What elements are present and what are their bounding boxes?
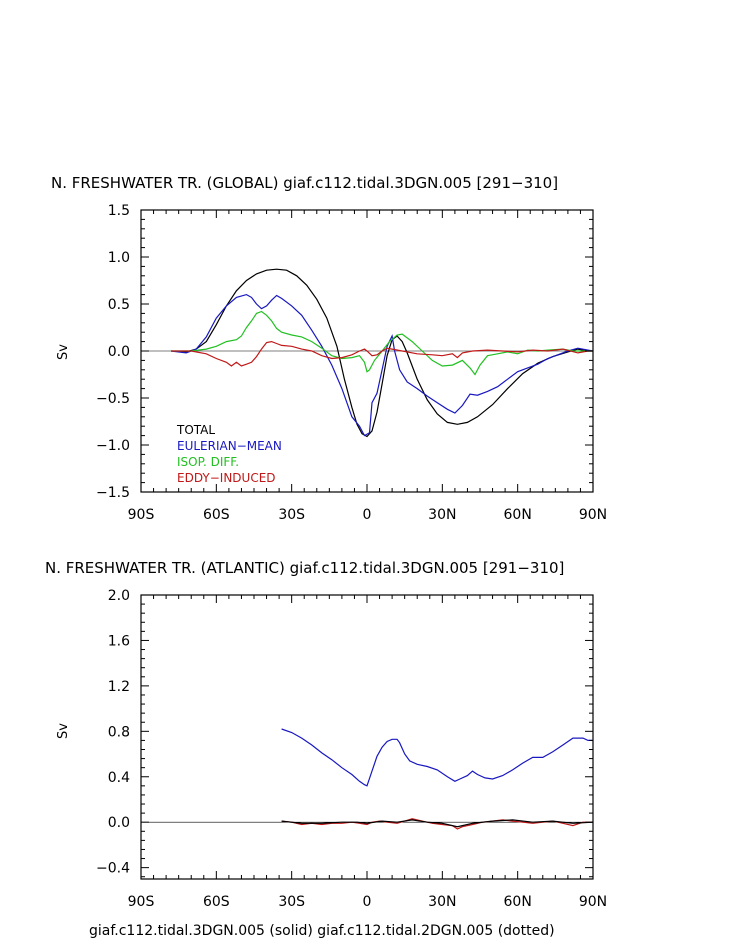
global-isop-diff-line [171,310,593,376]
legend-entry: EULERIAN−MEAN [177,439,282,453]
global-y-tick-label: 0.0 [108,344,130,360]
global-y-tick-label: 1.5 [108,203,130,219]
atlantic-y-tick-label: 0.8 [108,724,130,740]
legend-entry: ISOP. DIFF. [177,455,239,469]
atlantic-y-tick-label: 0.4 [108,770,130,786]
atlantic-x-tick-label: 90S [128,894,155,910]
atlantic-series-1-line [281,818,593,830]
global-x-tick-label: 30S [278,507,305,523]
global-x-tick-label: 60N [504,507,532,523]
atlantic-y-tick-label: 1.6 [108,633,130,649]
atlantic-chart-title: N. FRESHWATER TR. (ATLANTIC) giaf.c112.t… [45,559,564,577]
atlantic-x-tick-label: 30S [278,894,305,910]
global-chart-title: N. FRESHWATER TR. (GLOBAL) giaf.c112.tid… [51,174,558,192]
global-total-line [171,268,593,438]
atlantic-series-0-line [281,728,593,787]
global-y-tick-label: −0.5 [96,391,130,407]
global-y-tick-label: 0.5 [108,297,130,313]
global-y-tick-label: 1.0 [108,250,130,266]
legend-entry: EDDY−INDUCED [177,471,276,485]
atlantic-x-tick-label: 90N [579,894,607,910]
atlantic-x-tick-label: 0 [363,894,372,910]
global-eulerian-mean-line [171,293,594,437]
legend-entry: TOTAL [176,423,215,437]
atlantic-plot-frame [140,594,594,880]
global-eddy-induced-line [171,340,593,367]
global-x-tick-label: 90S [128,507,155,523]
atlantic-y-tick-label: 2.0 [108,588,130,604]
atlantic-y-axis-label: Sv [56,723,71,739]
atlantic-chart: N. FRESHWATER TR. (ATLANTIC) giaf.c112.t… [45,559,607,939]
global-y-tick-label: −1.0 [96,438,130,454]
atlantic-series-2-line [281,819,594,828]
atlantic-y-tick-label: 1.2 [108,679,130,695]
global-x-tick-label: 90N [579,507,607,523]
global-legend: TOTAL EULERIAN−MEAN ISOP. DIFF. EDDY−INDUCE… [176,423,282,485]
atlantic-y-tick-label: 0.0 [108,815,130,831]
atlantic-x-tick-label: 30N [428,894,456,910]
atlantic-x-axis-label: giaf.c112.tidal.3DGN.005 (solid) giaf.c1… [89,923,555,939]
atlantic-x-tick-label: 60N [504,894,532,910]
atlantic-x-tick-label: 60S [203,894,230,910]
global-x-tick-label: 0 [363,507,372,523]
global-chart: N. FRESHWATER TR. (GLOBAL) giaf.c112.tid… [51,174,607,523]
atlantic-y-tick-label: −0.4 [96,861,130,877]
global-y-axis-label: Sv [56,344,71,360]
global-y-tick-label: −1.5 [96,485,130,501]
global-x-tick-label: 60S [203,507,230,523]
global-x-tick-label: 30N [428,507,456,523]
